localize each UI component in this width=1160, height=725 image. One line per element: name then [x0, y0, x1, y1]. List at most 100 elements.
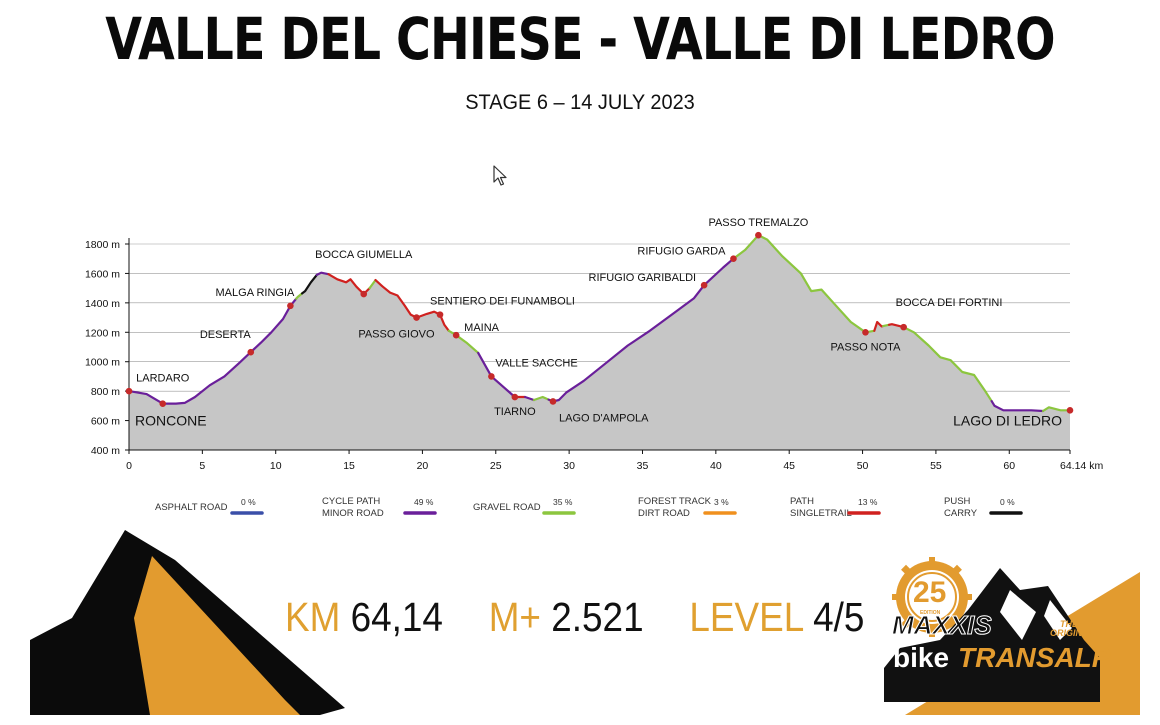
climb-value: 2.521 — [551, 594, 644, 640]
y-tick-label: 600 m — [91, 416, 120, 428]
x-tick-label: 45 — [783, 460, 795, 472]
waypoint-label: LARDARO — [136, 373, 190, 385]
legend-item-asphalt: ASPHALT ROAD 0 % — [155, 497, 264, 515]
waypoint-marker — [436, 311, 444, 318]
climb-label: M+ — [488, 594, 541, 640]
x-tick-label: 55 — [930, 460, 942, 472]
waypoint-label: LAGO DI LEDRO — [953, 413, 1062, 429]
legend-label: CYCLE PATH — [322, 496, 380, 507]
logo-mountain-shape — [884, 568, 1100, 702]
y-tick-label: 1800 m — [85, 239, 120, 251]
profile-segment-cycle_path — [127, 297, 298, 405]
profile-segment-cycle_path — [990, 400, 1045, 413]
km-value: 64,14 — [350, 594, 443, 640]
profile-segment-gravel — [532, 395, 550, 402]
waypoint-marker — [125, 387, 133, 395]
page-subtitle: STAGE 6 – 14 JULY 2023 — [465, 91, 695, 114]
tagline-original: ORIGINAL — [1050, 628, 1094, 638]
waypoint-label: PASSO NOTA — [831, 341, 902, 353]
waypoint-marker — [1066, 406, 1074, 414]
elevation-area — [129, 235, 1070, 450]
waypoint-label: TIARNO — [494, 406, 536, 418]
profile-segment-gravel — [295, 292, 304, 300]
badge-number: 25 — [913, 576, 947, 609]
legend-percent: 0 % — [241, 497, 256, 507]
legend-percent: 49 % — [414, 497, 434, 507]
legend-percent: 0 % — [1000, 497, 1015, 507]
x-tick-label: 15 — [343, 460, 355, 472]
waypoint-label: DESERTA — [200, 329, 252, 341]
y-tick-label: 1200 m — [85, 327, 120, 339]
waypoint-marker — [549, 398, 557, 405]
legend-percent: 3 % — [714, 497, 729, 507]
waypoint-label: PASSO TREMALZO — [708, 217, 808, 229]
waypoint-marker — [247, 348, 255, 356]
waypoint-label: MAINA — [464, 322, 500, 334]
stats-bar: KM 64,14 M+ 2.521 LEVEL 4/5 — [285, 594, 864, 641]
profile-segment-gravel — [1041, 406, 1072, 413]
waypoint-marker — [452, 331, 460, 339]
profile-segment-cycle_path — [524, 395, 535, 402]
y-tick-label: 1000 m — [85, 357, 120, 369]
profile-segment-push — [301, 273, 318, 295]
waypoint-marker — [700, 281, 708, 289]
logo-bike-text: bike — [893, 642, 950, 673]
level-label: LEVEL — [689, 594, 803, 640]
legend-item-gravel: GRAVEL ROAD 35 % — [473, 497, 576, 515]
waypoint-label: MALGA RINGIA — [216, 287, 296, 299]
legend-percent: 35 % — [553, 497, 573, 507]
x-tick-label: 35 — [637, 460, 649, 472]
y-tick-label: 400 m — [91, 445, 120, 457]
y-tick-label: 800 m — [91, 386, 120, 398]
badge-edition-text: EDITION — [920, 610, 941, 616]
mouse-cursor-icon — [493, 165, 507, 186]
waypoint-marker — [159, 400, 167, 407]
legend-label: FOREST TRACK — [638, 496, 712, 507]
legend-label: GRAVEL ROAD — [473, 502, 541, 513]
waypoint-label: BOCCA GIUMELLA — [315, 249, 413, 261]
logo-transalp-text: TRANSALP — [958, 642, 1111, 673]
waypoint-marker — [488, 373, 495, 380]
waypoint-label: RIFUGIO GARDA — [637, 246, 726, 258]
waypoint-marker — [287, 302, 294, 310]
legend-label: PUSH — [944, 496, 971, 507]
legend-label: PATH — [790, 496, 814, 507]
x-tick-label: 10 — [270, 460, 282, 472]
legend-label: CARRY — [944, 508, 978, 519]
legend-label: MINOR ROAD — [322, 508, 384, 519]
waypoint-marker — [862, 328, 869, 336]
x-tick-label: 25 — [490, 460, 502, 472]
profile-segment-gravel — [902, 326, 993, 403]
waypoint-label: RONCONE — [135, 413, 207, 429]
maxxis-brand: MAXXIS — [892, 610, 993, 641]
tagline-the: THE — [1060, 619, 1078, 629]
waypoint-marker — [900, 323, 907, 331]
legend-label: SINGLETRAIL — [790, 508, 852, 519]
x-tick-label: 40 — [710, 460, 722, 472]
waypoint-label: BOCCA DEI FORTINI — [896, 297, 1003, 309]
legend-label: DIRT ROAD — [638, 508, 690, 519]
waypoint-marker — [755, 231, 762, 239]
profile-segment-cycle_path — [315, 271, 330, 276]
waypoint-marker — [511, 393, 519, 401]
profile-segment-gravel — [447, 329, 480, 354]
x-tick-label: 0 — [126, 460, 132, 472]
profile-segment-cycle_path — [477, 351, 516, 399]
legend-percent: 13 % — [858, 497, 878, 507]
x-tick-label: 64.14 km — [1060, 460, 1103, 472]
profile-segment-singletrail — [887, 323, 905, 329]
waypoint-label: SENTIERO DEI FUNAMBOLI — [430, 296, 575, 308]
x-tick-label: 20 — [417, 460, 429, 472]
mountain-shape-orange — [134, 556, 300, 715]
waypoint-marker — [413, 314, 420, 321]
waypoint-label: VALLE SACCHE — [495, 357, 577, 369]
x-tick-label: 5 — [199, 460, 205, 472]
page-title: VALLE DEL CHIESE - VALLE DI LEDRO — [105, 5, 1055, 73]
x-tick-label: 60 — [1003, 460, 1015, 472]
